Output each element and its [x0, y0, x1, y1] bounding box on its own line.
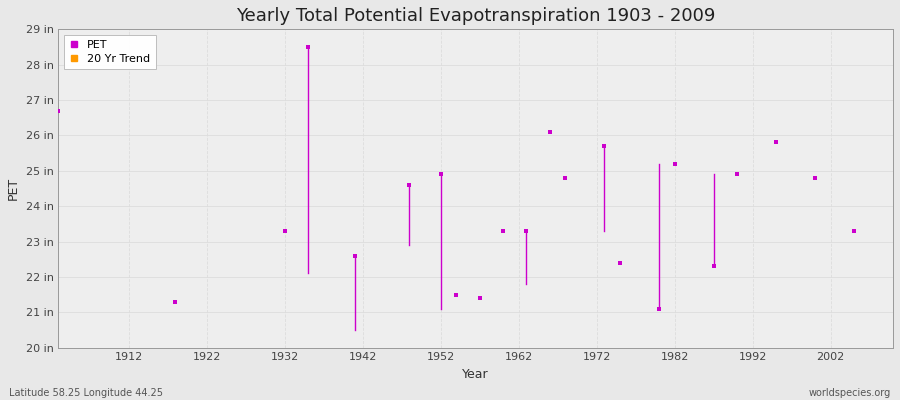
Point: [808, 175, 823, 181]
Point: [449, 291, 464, 298]
Text: Latitude 58.25 Longitude 44.25: Latitude 58.25 Longitude 44.25: [9, 388, 163, 398]
Point: [496, 228, 510, 234]
Point: [301, 44, 315, 50]
Point: [543, 129, 557, 135]
Point: [51, 108, 66, 114]
Point: [168, 298, 183, 305]
X-axis label: Year: Year: [463, 368, 489, 381]
Point: [652, 306, 666, 312]
Point: [769, 139, 783, 146]
Point: [558, 175, 572, 181]
Point: [434, 171, 448, 178]
Text: worldspecies.org: worldspecies.org: [809, 388, 891, 398]
Point: [613, 260, 627, 266]
Point: [472, 295, 487, 301]
Title: Yearly Total Potential Evapotranspiration 1903 - 2009: Yearly Total Potential Evapotranspiratio…: [236, 7, 716, 25]
Point: [668, 160, 682, 167]
Legend: PET, 20 Yr Trend: PET, 20 Yr Trend: [64, 35, 156, 70]
Y-axis label: PET: PET: [7, 177, 20, 200]
Point: [706, 263, 721, 270]
Point: [402, 182, 417, 188]
Point: [598, 143, 612, 149]
Point: [519, 228, 534, 234]
Point: [847, 228, 861, 234]
Point: [730, 171, 744, 178]
Point: [277, 228, 292, 234]
Point: [347, 252, 362, 259]
